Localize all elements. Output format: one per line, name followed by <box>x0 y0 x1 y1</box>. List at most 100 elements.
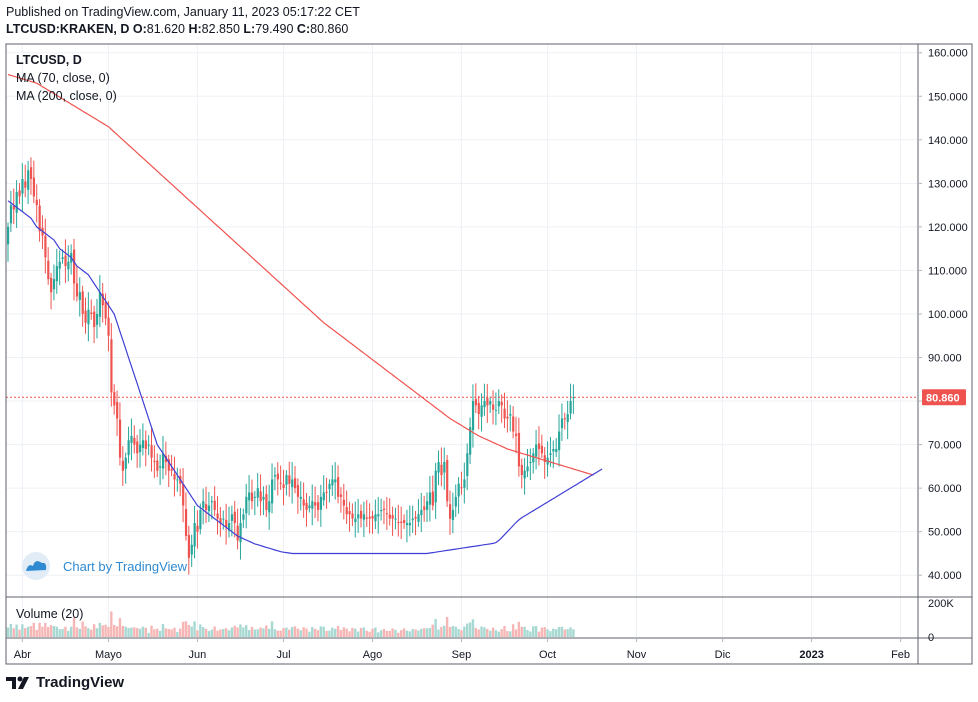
volume-bar <box>181 621 185 637</box>
candle-body <box>73 249 76 284</box>
volume-bar <box>362 627 366 637</box>
footer-logo[interactable]: TradingView <box>6 674 124 691</box>
candle-body <box>285 475 288 485</box>
volume-bar <box>532 626 535 637</box>
price-tick-label: 140.000 <box>928 135 968 147</box>
volume-bar <box>348 631 351 637</box>
candle-body <box>213 500 216 510</box>
volume-bar <box>526 629 529 637</box>
volume-bar <box>72 617 76 637</box>
volume-bar <box>190 626 193 637</box>
volume-bar <box>204 628 208 637</box>
candle-body <box>394 518 397 520</box>
volume-bar <box>422 628 426 637</box>
price-tick-label: 90.000 <box>928 353 962 365</box>
time-tick-label: Abr <box>14 649 31 661</box>
candle-body <box>345 507 348 515</box>
candle-body <box>156 460 159 471</box>
volume-bar <box>385 630 389 637</box>
candle-body <box>457 483 460 497</box>
candle-body <box>308 505 311 509</box>
legend-ma70[interactable]: MA (70, close, 0) <box>16 71 110 85</box>
volume-bar <box>164 628 168 637</box>
volume-bars <box>6 611 575 637</box>
volume-bar <box>199 624 202 637</box>
volume-bar <box>161 624 165 637</box>
volume-bar <box>242 627 245 637</box>
candle-body <box>388 514 391 519</box>
volume-bar <box>158 630 162 637</box>
time-axis[interactable]: Abr Mayo Jun Jul Ago Sep Oct Nov Dic 2023 Feb <box>14 638 910 661</box>
candle-body <box>328 483 331 490</box>
candle-body <box>184 508 188 537</box>
volume-bar <box>354 628 357 637</box>
candle-body <box>150 445 153 458</box>
volume-bar <box>84 626 87 637</box>
candle-body <box>514 433 518 436</box>
candle-body <box>443 462 446 473</box>
time-tick-label: Jun <box>189 649 207 661</box>
candle-body <box>167 459 170 471</box>
watermark[interactable]: Chart by TradingView <box>22 552 188 580</box>
volume-bar <box>394 629 397 637</box>
volume-bar <box>554 629 558 637</box>
candle-body <box>377 514 380 517</box>
volume-bar <box>382 628 386 637</box>
candle-body <box>273 475 277 477</box>
candle-body <box>271 479 274 504</box>
candle-body <box>81 291 84 314</box>
volume-bar <box>388 630 391 637</box>
volume-bar <box>299 630 302 637</box>
candle-body <box>133 437 136 445</box>
volume-bar <box>26 626 30 637</box>
volume-bar <box>115 626 119 637</box>
candle-body <box>202 501 205 508</box>
volume-bar <box>431 624 434 637</box>
price-axis[interactable]: 160.000 150.000 140.000 130.000 120.000 110.0… <box>918 48 968 644</box>
candle-body <box>173 473 176 480</box>
candle-body <box>523 470 526 479</box>
candle-body <box>503 408 506 419</box>
candle-body <box>469 427 472 455</box>
volume-bar <box>285 627 288 637</box>
volume-bar <box>451 626 455 637</box>
volume-bar <box>537 631 541 637</box>
volume-bar <box>359 628 363 637</box>
volume-bar <box>408 631 411 637</box>
volume-bar <box>87 628 90 637</box>
candle-body <box>288 475 291 484</box>
time-tick-label: Sep <box>452 649 472 661</box>
time-tick-label: 2023 <box>799 649 823 661</box>
volume-bar <box>193 621 196 637</box>
candle-body <box>354 518 357 523</box>
volume-bar <box>308 631 311 637</box>
volume-bar <box>32 622 36 637</box>
candle-body <box>279 482 282 484</box>
candle-body <box>431 491 434 506</box>
volume-bar <box>224 628 228 637</box>
candle-body <box>227 522 231 531</box>
legend-volume[interactable]: Volume (20) <box>16 607 83 621</box>
volume-bar <box>95 628 99 637</box>
volume-bar <box>494 630 498 637</box>
volume-bar <box>411 629 414 637</box>
candle-body <box>342 499 345 506</box>
candle-body <box>486 397 489 406</box>
candle-body <box>348 510 351 515</box>
volume-bar <box>196 630 199 637</box>
candle-body <box>526 466 529 472</box>
volume-bar <box>440 626 443 637</box>
volume-bar <box>12 628 15 637</box>
candle-body <box>136 441 139 454</box>
candle-body <box>566 414 569 422</box>
volume-bar <box>64 626 67 637</box>
price-tick-label: 100.000 <box>928 309 968 321</box>
volume-bar <box>282 628 285 637</box>
legend-ma200[interactable]: MA (200, close, 0) <box>16 89 117 103</box>
candle-body <box>451 509 455 520</box>
candle-body <box>78 292 81 301</box>
candle-body <box>139 444 142 453</box>
volume-bar <box>127 627 130 637</box>
volume-bar <box>454 626 457 637</box>
